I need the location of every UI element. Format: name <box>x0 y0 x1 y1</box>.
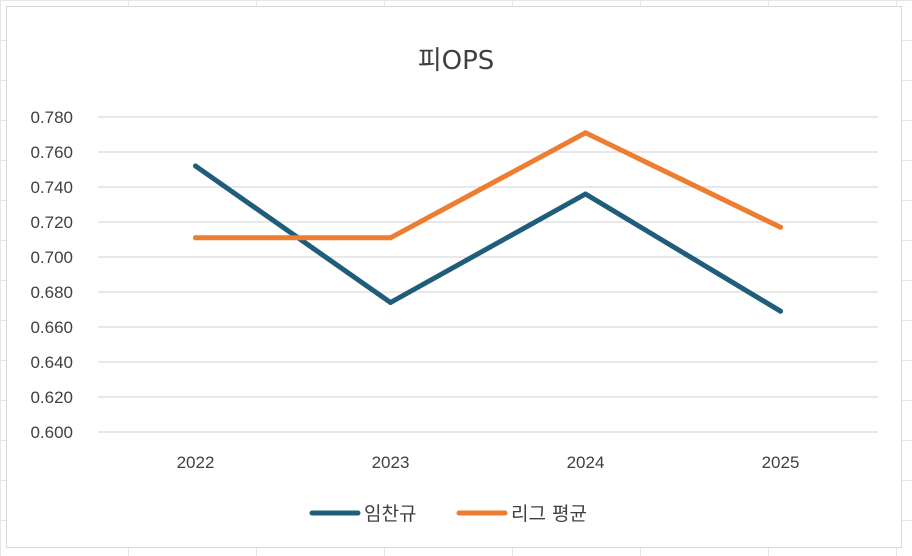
y-tick-label: 0.620 <box>30 388 73 407</box>
series-line-2[interactable] <box>193 130 783 241</box>
legend-label: 리그 평균 <box>511 503 587 525</box>
series-line-1[interactable] <box>193 163 783 314</box>
y-tick-label: 0.660 <box>30 318 73 337</box>
data-point[interactable] <box>778 224 783 230</box>
y-tick-label: 0.780 <box>30 108 73 127</box>
gridlines <box>98 116 878 433</box>
data-point[interactable] <box>193 235 198 241</box>
chart-title[interactable]: 피OPS <box>418 46 495 76</box>
data-point[interactable] <box>583 130 588 136</box>
legend-label: 임찬규 <box>364 503 416 525</box>
data-point[interactable] <box>388 235 393 241</box>
x-axis-tick-labels: 2022 2023 2024 2025 <box>177 453 800 472</box>
data-point[interactable] <box>193 163 198 169</box>
y-tick-label: 0.720 <box>30 213 73 232</box>
data-point[interactable] <box>778 308 783 314</box>
y-tick-label: 0.740 <box>30 178 73 197</box>
y-tick-label: 0.760 <box>30 143 73 162</box>
x-tick-label: 2025 <box>762 453 800 472</box>
data-point[interactable] <box>388 300 393 305</box>
y-tick-label: 0.680 <box>30 283 73 302</box>
plot-area[interactable] <box>193 130 783 314</box>
y-tick-label: 0.600 <box>30 423 73 442</box>
y-axis-tick-labels: 0.780 0.760 0.740 0.720 0.700 0.680 0.660 0.640… <box>30 108 73 442</box>
y-tick-label: 0.700 <box>30 248 73 267</box>
legend[interactable]: 임찬규 리그 평균 <box>309 503 587 525</box>
x-tick-label: 2024 <box>567 453 605 472</box>
x-tick-label: 2023 <box>372 453 410 472</box>
data-point[interactable] <box>583 191 588 197</box>
y-tick-label: 0.640 <box>30 353 73 372</box>
x-tick-label: 2022 <box>177 453 215 472</box>
chart-area[interactable] <box>6 6 902 548</box>
